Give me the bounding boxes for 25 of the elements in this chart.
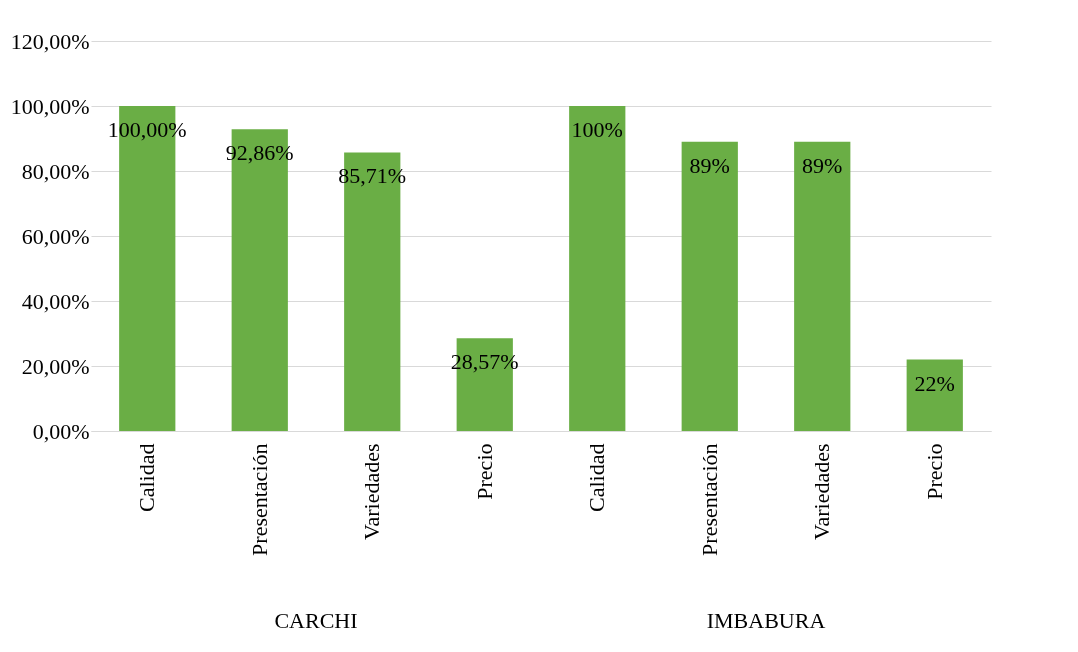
y-tick-label: 40,00% (21, 288, 90, 314)
y-tick-label: 0,00% (32, 418, 90, 444)
bar (569, 106, 626, 431)
x-tick-label: Presentación (246, 443, 272, 556)
text: CARCHI (274, 608, 358, 633)
y-tick-label: 120,00% (10, 28, 90, 54)
data-label: 89% (689, 152, 730, 178)
data-label: 22% (914, 370, 955, 396)
data-label: 89% (802, 152, 843, 178)
text: IMBABURA (706, 608, 826, 633)
bar (794, 141, 851, 431)
y-tick-label: 20,00% (21, 353, 90, 379)
y-tick-label: 60,00% (21, 223, 90, 249)
data-label: 100% (571, 117, 623, 142)
x-tick-label: Calidad (584, 443, 610, 512)
y-tick-label: 80,00% (21, 158, 90, 184)
x-tick-label: Variedades (809, 443, 835, 541)
bar (681, 141, 738, 431)
bar (906, 359, 963, 431)
x-tick-label: Precio (921, 443, 947, 500)
x-tick-label: Calidad (134, 443, 160, 512)
x-tick-label: Presentación (696, 443, 722, 556)
y-tick-label: 100,00% (10, 93, 90, 119)
x-tick-label: Variedades (359, 443, 385, 541)
x-tick-label: Precio (471, 443, 497, 500)
